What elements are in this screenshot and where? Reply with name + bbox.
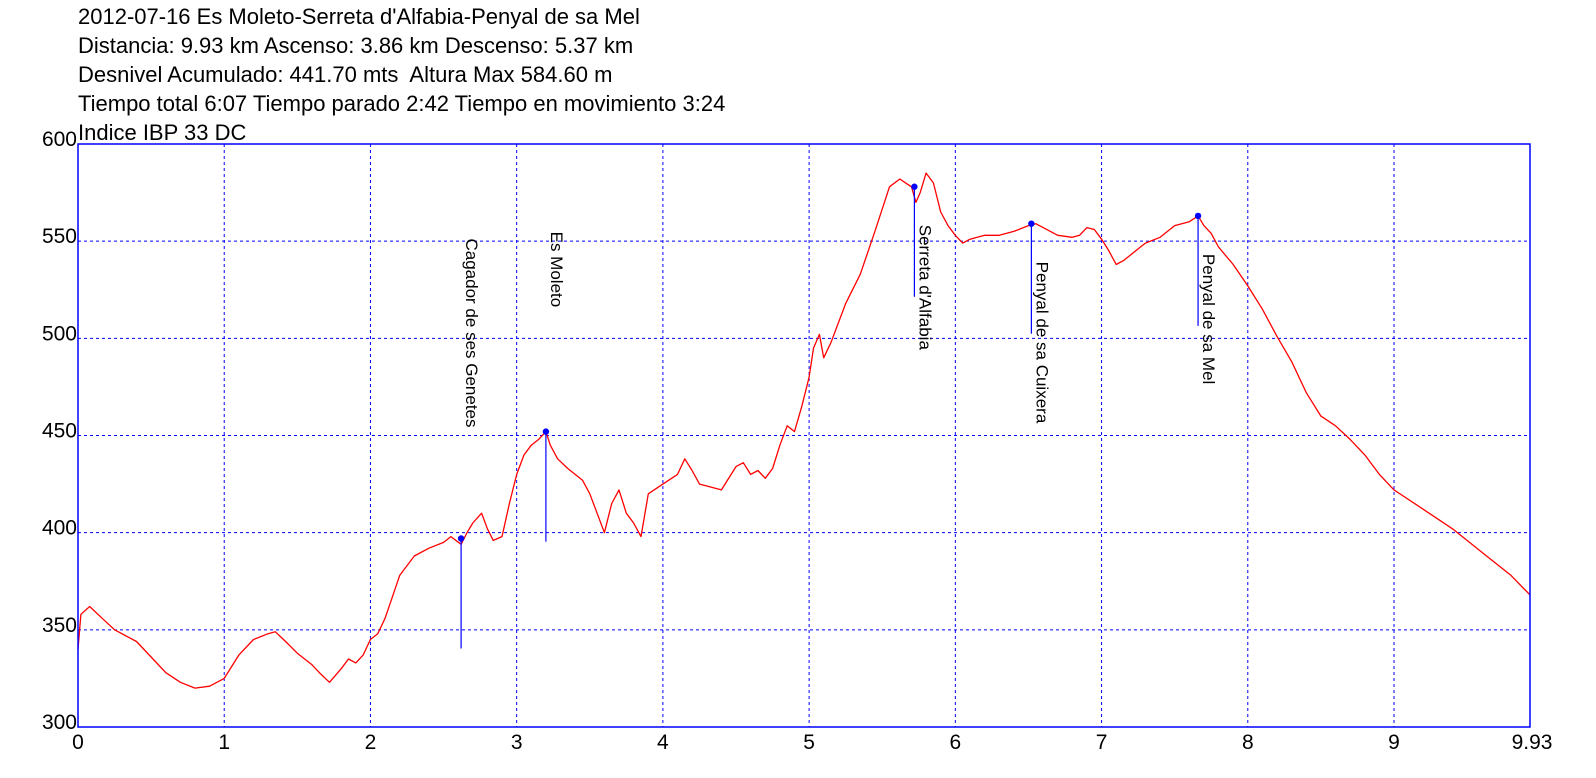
- grid: [78, 144, 1530, 727]
- waypoint-label: Cagador de ses Genetes: [462, 238, 481, 427]
- waypoint-label: Penyal de sa Mel: [1199, 254, 1218, 384]
- y-tick-label: 600: [42, 128, 77, 151]
- elevation-series: [77, 172, 1531, 689]
- waypoint-dot: [1028, 220, 1035, 227]
- axis-ticks: 0 1 2 3 4 5 6 7 8 9 9.93 300 350 400 450 500 550 600: [42, 128, 1552, 754]
- y-tick-label: 500: [42, 322, 77, 345]
- waypoint-dot: [911, 183, 918, 190]
- x-tick-label: 9: [1388, 731, 1400, 754]
- waypoint-dot: [457, 535, 465, 542]
- x-tick-label: 3: [511, 731, 523, 754]
- distance-line: Distancia: 9.93 km Ascenso: 3.86 km Desc…: [78, 33, 634, 58]
- x-tick-label: 2: [365, 731, 377, 754]
- elevation-line: Desnivel Acumulado: 441.70 mts Altura Ma…: [78, 62, 613, 87]
- x-tick-label: 1: [218, 731, 230, 754]
- y-tick-label: 400: [42, 517, 77, 540]
- x-tick-label: 9.93: [1512, 731, 1553, 754]
- time-line: Tiempo total 6:07 Tiempo parado 2:42 Tie…: [78, 91, 726, 116]
- y-tick-label: 300: [42, 711, 77, 734]
- y-tick-label: 350: [42, 614, 77, 637]
- x-tick-label: 4: [657, 731, 669, 754]
- ibp-index-line: Indice IBP 33 DC: [78, 120, 247, 145]
- x-tick-label: 0: [72, 731, 84, 754]
- waypoint-label: Penyal de sa Cuixera: [1032, 262, 1051, 424]
- waypoint-markers: Cagador de ses Genetes Es Moleto Serreta d…: [457, 183, 1218, 649]
- elevation-line: [77, 172, 1531, 689]
- chart-header: 2012-07-16 Es Moleto-Serreta d'Alfabia-P…: [78, 2, 725, 147]
- title-line: 2012-07-16 Es Moleto-Serreta d'Alfabia-P…: [78, 4, 640, 29]
- x-tick-label: 7: [1096, 731, 1108, 754]
- waypoint-label: Serreta d'Alfabia: [915, 225, 934, 351]
- x-tick-label: 6: [949, 731, 961, 754]
- y-tick-label: 550: [42, 225, 77, 248]
- y-tick-label: 450: [42, 420, 77, 443]
- waypoint-dot: [542, 428, 550, 435]
- x-tick-label: 8: [1242, 731, 1254, 754]
- waypoint-label: Es Moleto: [547, 232, 566, 308]
- waypoint-dot: [1194, 212, 1202, 220]
- x-tick-label: 5: [803, 731, 815, 754]
- plot-frame: [77, 143, 1531, 728]
